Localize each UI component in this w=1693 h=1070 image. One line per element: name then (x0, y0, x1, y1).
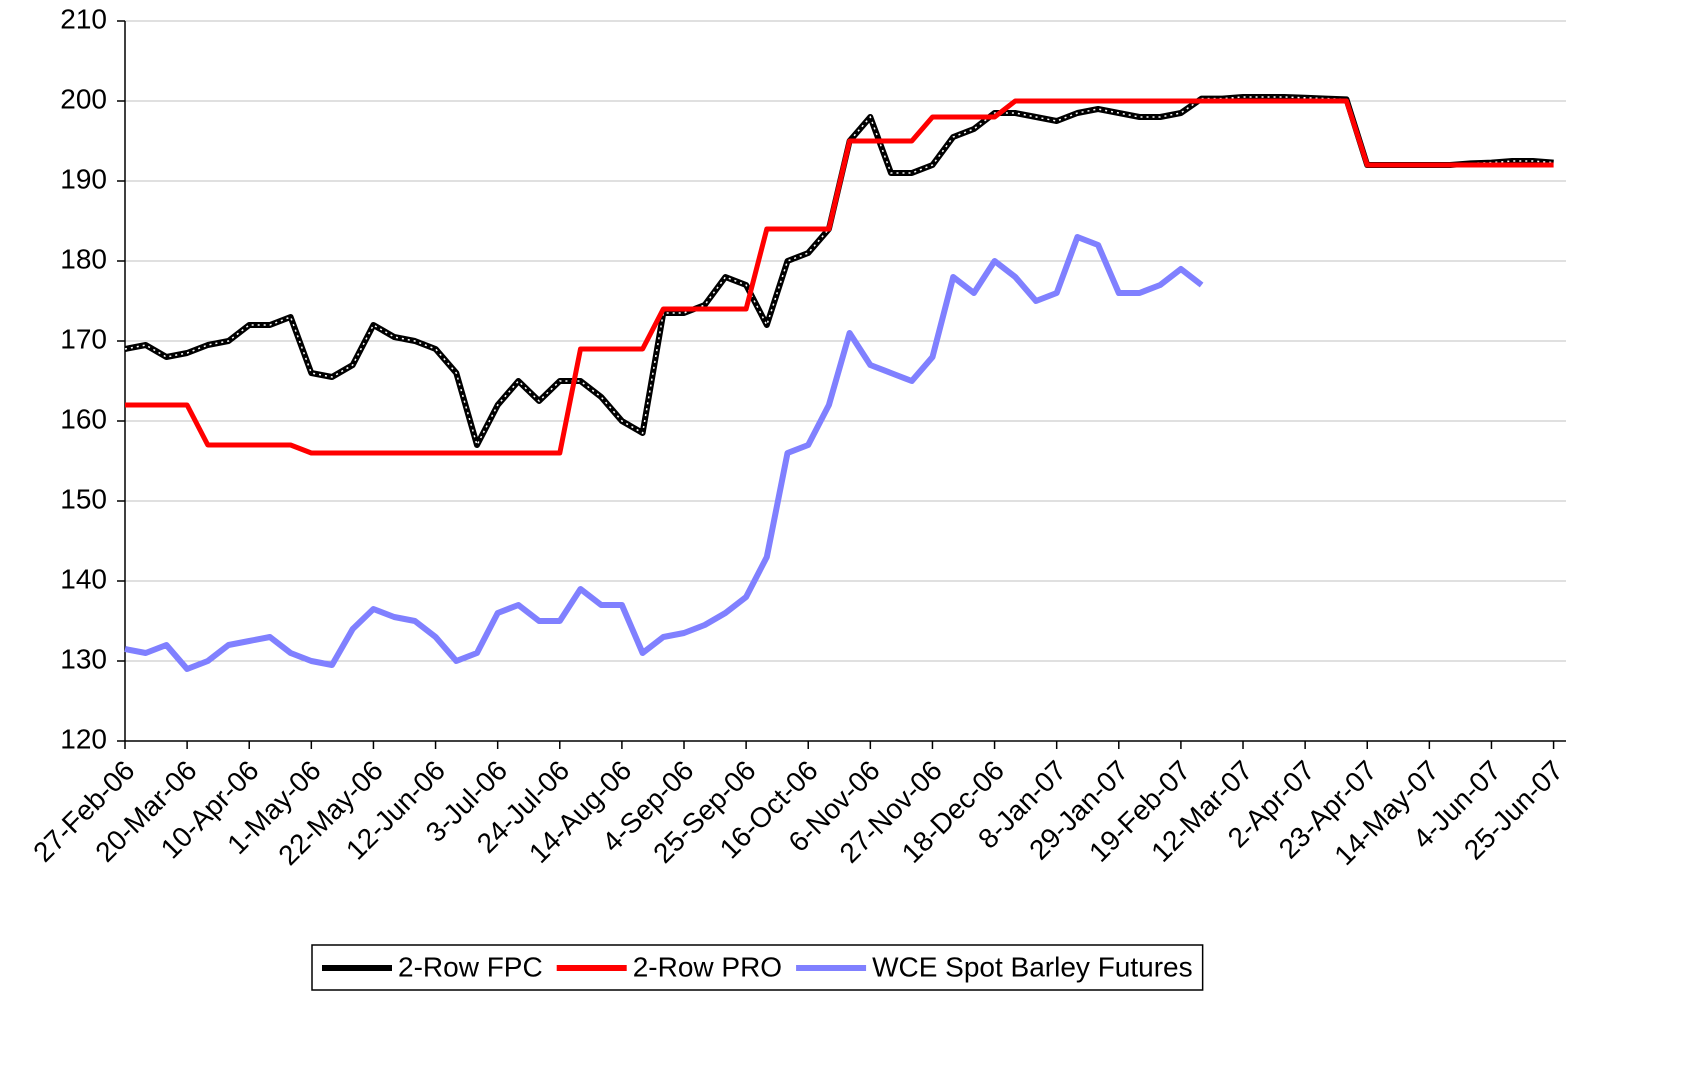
y-tick-label: 120 (60, 723, 107, 754)
y-tick-label: 160 (60, 403, 107, 434)
series-line (125, 98, 1554, 456)
y-tick-label: 130 (60, 643, 107, 674)
y-tick-label: 210 (60, 3, 107, 34)
y-tick-label: 190 (60, 163, 107, 194)
legend-label: 2-Row FPC (398, 951, 543, 982)
series-line-highlight (124, 96, 1554, 448)
y-tick-label: 180 (60, 243, 107, 274)
series-line (124, 234, 1204, 672)
legend-label: 2-Row PRO (633, 951, 782, 982)
y-tick-label: 150 (60, 483, 107, 514)
series-line (124, 94, 1554, 448)
y-tick-label: 200 (60, 83, 107, 114)
y-tick-label: 140 (60, 563, 107, 594)
legend: 2-Row FPC 2-Row PRO WCE Spot Barley Future… (311, 944, 1204, 991)
legend-label: WCE Spot Barley Futures (872, 951, 1193, 982)
legend-box (311, 944, 1204, 991)
y-tick-label: 170 (60, 323, 107, 354)
